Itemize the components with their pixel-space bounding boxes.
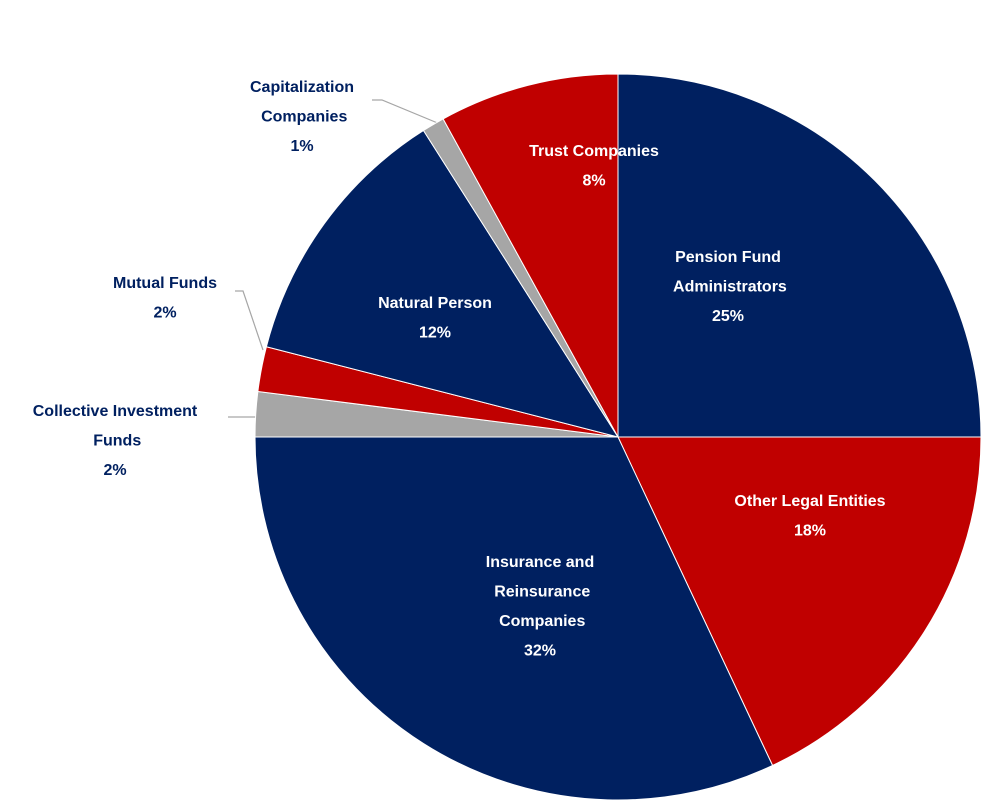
label-line: Capitalization	[250, 79, 354, 96]
slice-label: Other Legal Entities	[734, 493, 885, 510]
value-label: 8%	[582, 173, 605, 190]
pie-slice	[442, 73, 619, 438]
pie-slice	[617, 436, 982, 767]
leader-line	[235, 290, 264, 351]
value-label: 12%	[419, 325, 451, 342]
pie-slice	[254, 436, 774, 801]
label-line: Pension Fund	[675, 249, 781, 266]
label-line: Collective Investment	[33, 403, 198, 420]
label-line: Other Legal Entities	[734, 493, 885, 510]
label-line: Administrators	[669, 279, 787, 296]
value-label: 25%	[712, 308, 744, 325]
value-label: 2%	[153, 305, 176, 322]
slice-label: Collective Investment Funds	[33, 403, 198, 450]
label-line: Insurance and	[486, 554, 594, 571]
pie-slice	[617, 73, 982, 438]
leader-line	[372, 99, 441, 125]
label-line: Natural Person	[378, 295, 492, 312]
value-label: 18%	[794, 523, 826, 540]
value-label: 1%	[290, 138, 313, 155]
slice-label: Natural Person	[378, 295, 492, 312]
value-label: 2%	[103, 462, 126, 479]
label-line: Companies	[495, 613, 586, 630]
label-line: Reinsurance	[490, 584, 591, 601]
value-label: 32%	[524, 643, 556, 660]
slice-label: Pension Fund Administrators	[669, 249, 787, 296]
slice-label: Trust Companies	[529, 143, 659, 160]
label-line: Funds	[89, 433, 142, 450]
slice-label: Capitalization Companies	[250, 79, 354, 126]
pie-slice	[265, 129, 620, 438]
label-line: Trust Companies	[529, 143, 659, 160]
label-line: Companies	[257, 109, 348, 126]
label-line: Mutual Funds	[113, 275, 217, 292]
slice-label: Mutual Funds	[113, 275, 217, 292]
slice-label: Insurance and Reinsurance Companies	[486, 554, 594, 630]
